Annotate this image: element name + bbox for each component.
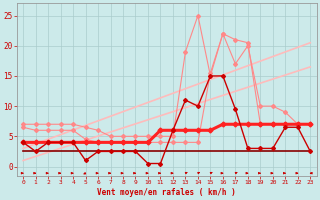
X-axis label: Vent moyen/en rafales ( km/h ): Vent moyen/en rafales ( km/h ) [97,188,236,197]
